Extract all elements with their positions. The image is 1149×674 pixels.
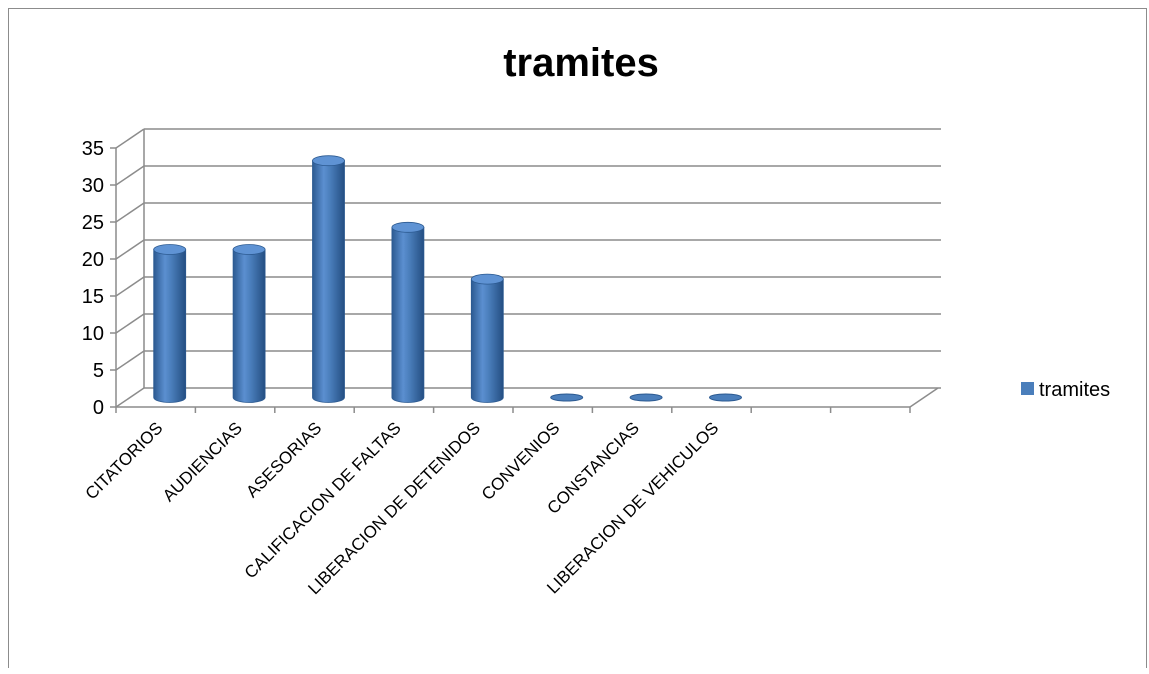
y-axis-ticks: 0 5 10 15 20 25 30 35 <box>82 138 116 419</box>
bar-base <box>630 394 662 401</box>
y-tick-label: 0 <box>93 397 104 419</box>
x-tick-label: LIBERACION DE VEHICULOS <box>543 418 722 597</box>
bar-base <box>710 394 742 401</box>
x-axis <box>116 407 910 413</box>
bar-top <box>154 245 186 255</box>
bar-top <box>471 274 503 284</box>
bars <box>154 156 742 403</box>
x-tick-label: AUDIENCIAS <box>159 418 246 505</box>
x-tick-label: CITATORIOS <box>82 418 167 503</box>
x-tick-label: LIBERACION DE DETENIDOS <box>304 418 484 598</box>
y-tick-label: 30 <box>82 175 104 197</box>
bar-body <box>154 250 186 403</box>
bar-body <box>392 227 424 402</box>
y-tick-label: 10 <box>82 323 104 345</box>
x-axis-labels: CITATORIOSAUDIENCIASASESORIASCALIFICACIO… <box>82 418 723 598</box>
gridline-side <box>116 388 144 407</box>
x-tick-label: CONVENIOS <box>478 418 564 504</box>
y-tick-label: 15 <box>82 286 104 308</box>
bar <box>313 156 345 403</box>
floor-right-edge <box>910 388 938 407</box>
legend-label: tramites <box>1039 379 1110 401</box>
bar <box>710 394 742 401</box>
y-tick-label: 35 <box>82 138 104 160</box>
gridline-side <box>116 129 144 148</box>
bar <box>471 274 503 402</box>
x-tick-label: ASESORIAS <box>242 418 325 501</box>
gridline-side <box>116 203 144 222</box>
bar-base <box>551 394 583 401</box>
bar-body <box>471 279 503 402</box>
chart-title: tramites <box>503 41 659 85</box>
gridline-side <box>116 277 144 296</box>
bar-body <box>233 250 265 403</box>
gridline-side <box>116 351 144 370</box>
legend: tramites <box>1021 379 1110 401</box>
bar <box>154 245 186 403</box>
y-tick-label: 25 <box>82 212 104 234</box>
bar <box>392 222 424 402</box>
y-tick-label: 20 <box>82 249 104 271</box>
gridline-side <box>116 314 144 333</box>
gridline-side <box>116 166 144 185</box>
bar-body <box>313 161 345 403</box>
y-tick-label: 5 <box>93 360 104 382</box>
bar <box>630 394 662 401</box>
x-tick-label: CALIFICACION DE FALTAS <box>241 418 405 582</box>
bar-top <box>313 156 345 166</box>
bar-top <box>233 245 265 255</box>
legend-swatch <box>1021 382 1034 395</box>
bar-top <box>392 222 424 232</box>
bar <box>233 245 265 403</box>
gridline-side <box>116 240 144 259</box>
bar <box>551 394 583 401</box>
